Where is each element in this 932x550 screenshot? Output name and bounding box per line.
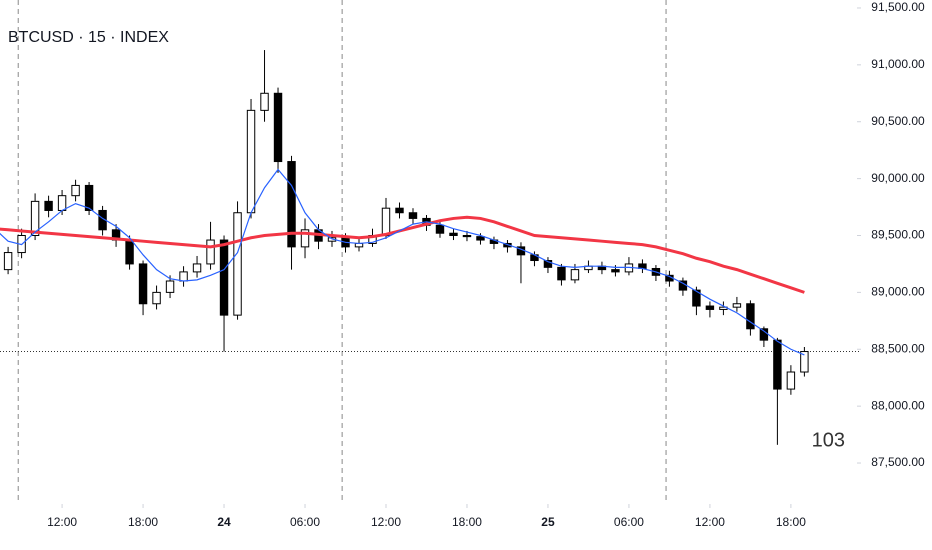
- y-tick-label: 88,000.00: [871, 398, 925, 412]
- y-tick-label: 89,500.00: [871, 228, 925, 242]
- candle-body: [287, 161, 296, 248]
- plot: 87,500.00 88,000.00 88,500.00 89,000.00 89,5…: [0, 0, 925, 529]
- x-tick-label: 12:00: [371, 515, 401, 529]
- x-tick-label: 25: [541, 515, 555, 529]
- candle-body: [543, 260, 553, 268]
- candle-body: [395, 207, 404, 214]
- candle-body: [732, 303, 742, 308]
- annotation: 103: [812, 429, 845, 451]
- candle-body: [3, 252, 13, 271]
- candle-body: [273, 92, 283, 163]
- candle-body: [233, 212, 242, 316]
- candle-body: [773, 339, 782, 390]
- candle-body: [192, 263, 202, 273]
- x-tick-label: 18:00: [452, 515, 482, 529]
- candle-body: [786, 371, 796, 390]
- candle-body: [71, 184, 80, 197]
- y-tick-label: 91,500.00: [871, 0, 925, 14]
- chart-title: BTCUSD · 15 · INDEX: [8, 29, 169, 46]
- y-tick-label: 87,500.00: [871, 455, 925, 469]
- candle-body: [692, 289, 701, 307]
- candle-body: [462, 234, 472, 238]
- candle-body: [300, 229, 310, 248]
- candle-body: [435, 224, 445, 234]
- candle-body: [44, 200, 53, 211]
- candle-body: [152, 291, 161, 305]
- candle-body: [800, 351, 809, 373]
- y-tick-label: 88,500.00: [871, 341, 925, 355]
- candle-body: [381, 207, 391, 236]
- candle-body: [84, 184, 94, 211]
- y-tick-label: 91,000.00: [871, 57, 925, 71]
- candle-body: [165, 280, 175, 293]
- moving-average: [0, 168, 805, 356]
- x-tick-label: 18:00: [128, 515, 158, 529]
- candle-body: [408, 212, 418, 219]
- x-tick-label: 18:00: [776, 515, 806, 529]
- candle-body: [125, 239, 134, 265]
- candle-body: [705, 305, 715, 310]
- candle-body: [570, 269, 580, 281]
- candle-body: [57, 195, 67, 211]
- y-tick-label: 90,000.00: [871, 171, 925, 185]
- candle-body: [206, 239, 215, 265]
- candle-body: [179, 271, 188, 282]
- candle-body: [219, 239, 229, 316]
- candle-body: [557, 266, 566, 281]
- x-tick-label: 06:00: [614, 515, 644, 529]
- candle-body: [449, 232, 458, 236]
- x-tick-label: 24: [217, 515, 231, 529]
- x-tick-label: 12:00: [47, 515, 77, 529]
- candle-body: [138, 263, 148, 305]
- candle-body: [746, 303, 755, 330]
- candle-body: [30, 200, 40, 236]
- x-tick-label: 06:00: [290, 515, 320, 529]
- candle-body: [476, 236, 485, 241]
- candle-body: [260, 92, 269, 111]
- y-tick-label: 89,000.00: [871, 285, 925, 299]
- candle-body: [246, 109, 256, 214]
- x-tick-label: 12:00: [695, 515, 725, 529]
- candle-body: [611, 269, 620, 273]
- y-tick-label: 90,500.00: [871, 114, 925, 128]
